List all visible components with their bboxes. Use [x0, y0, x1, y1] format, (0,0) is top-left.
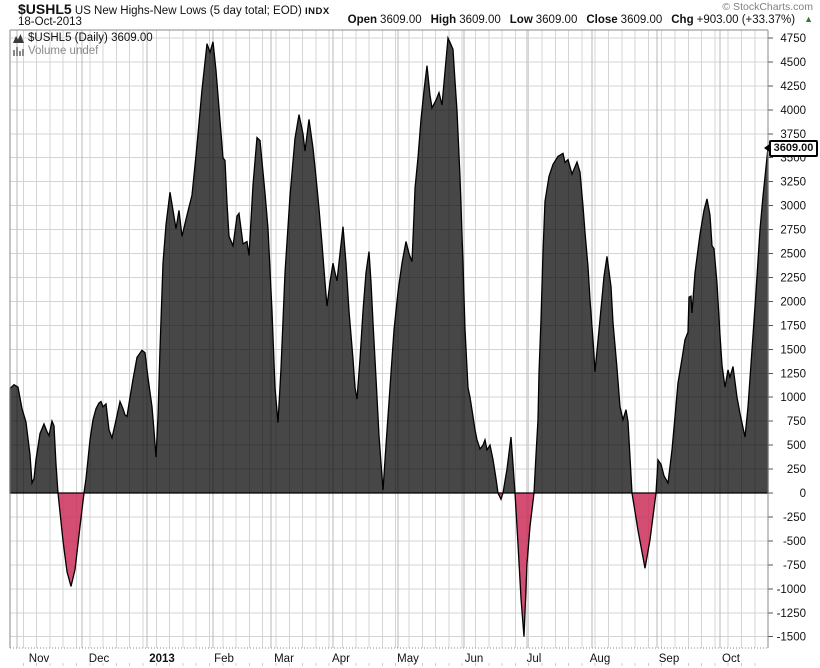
ohlc-high: High 3609.00 — [431, 14, 501, 26]
ohlc-low-label: Low — [509, 14, 533, 26]
y-axis-label: -1000 — [777, 584, 806, 596]
x-axis-label: Sep — [659, 653, 679, 665]
last-price-tag: 3609.00 — [764, 140, 818, 157]
y-axis-label: -1500 — [777, 632, 806, 644]
ohlc-row: Open 3609.00 High 3609.00 Low 3609.00 Close… — [348, 14, 813, 26]
y-axis-label: 3000 — [780, 201, 806, 213]
y-axis-label: 4750 — [780, 33, 806, 45]
x-axis-label: Dec — [89, 653, 110, 665]
x-axis-label: Jun — [465, 653, 484, 665]
chg-up-arrow-icon: ▲ — [804, 14, 813, 24]
ohlc-chg: Chg +903.00 (+33.37%) — [671, 14, 795, 26]
y-axis-label: -750 — [783, 560, 806, 572]
chart-date: 18-Oct-2013 — [18, 16, 82, 28]
y-axis-label: 2250 — [780, 273, 806, 285]
ohlc-open: Open 3609.00 — [348, 14, 422, 26]
y-axis-label: 4500 — [780, 57, 806, 69]
y-axis-label: 250 — [787, 464, 806, 476]
exchange-label: INDX — [304, 6, 330, 17]
y-axis-label: 1500 — [780, 344, 806, 356]
y-axis-label: 2500 — [780, 249, 806, 261]
y-axis-label: -1250 — [777, 608, 806, 620]
area-chart-icon — [13, 34, 24, 43]
y-axis-label: 0 — [800, 488, 806, 500]
ohlc-open-label: Open — [347, 14, 378, 26]
price-tag-arrow-icon — [764, 143, 771, 153]
chart-title: $USHL5 US New Highs-New Lows (5 day tota… — [18, 1, 330, 17]
symbol-description: US New Highs-New Lows (5 day total; EOD) — [74, 5, 302, 17]
y-axis-label: 1250 — [780, 368, 806, 380]
x-axis-label: Aug — [590, 653, 610, 665]
symbol: $USHL5 — [18, 1, 72, 17]
ohlc-low: Low 3609.00 — [510, 14, 578, 26]
x-axis-label: 2013 — [149, 653, 175, 665]
volume-bars-icon — [13, 47, 24, 56]
ohlc-chg-value: +903.00 (+33.37%) — [696, 14, 796, 26]
volume-legend: Volume undef — [13, 45, 98, 57]
last-price-value: 3609.00 — [773, 142, 814, 154]
y-axis-label: -500 — [783, 536, 806, 548]
x-axis-label: Feb — [214, 653, 234, 665]
y-axis-label: -250 — [783, 512, 806, 524]
copyright: © StockCharts.com — [722, 1, 813, 13]
y-axis-label: 4000 — [780, 105, 806, 117]
ohlc-close: Close 3609.00 — [586, 14, 662, 26]
y-axis-label: 1000 — [780, 392, 806, 404]
y-axis-label: 750 — [787, 416, 806, 428]
y-axis-label: 2750 — [780, 225, 806, 237]
y-axis-label: 3750 — [780, 129, 806, 141]
x-axis-label: Mar — [274, 653, 294, 665]
ohlc-close-label: Close — [586, 14, 618, 26]
ohlc-low-value: 3609.00 — [535, 14, 578, 26]
series-legend: $USHL5 (Daily) 3609.00 — [13, 32, 153, 44]
x-axis-label: Apr — [332, 653, 350, 665]
ohlc-close-value: 3609.00 — [620, 14, 663, 26]
x-axis-label: May — [397, 653, 419, 665]
y-axis-label: 1750 — [780, 320, 806, 332]
volume-legend-label: Volume undef — [28, 45, 99, 57]
ohlc-high-label: High — [430, 14, 457, 26]
x-axis-label: Oct — [722, 653, 741, 665]
ohlc-open-value: 3609.00 — [380, 14, 422, 26]
series-legend-label: $USHL5 (Daily) 3609.00 — [28, 32, 153, 44]
y-axis-label: 2000 — [780, 296, 806, 308]
y-axis-label: 4250 — [780, 81, 806, 93]
ohlc-high-value: 3609.00 — [459, 14, 501, 26]
ohlc-chg-label: Chg — [671, 14, 694, 26]
y-axis-label: 3250 — [780, 177, 806, 189]
area-series-positive — [9, 35, 769, 493]
x-axis-label: Jul — [527, 653, 542, 665]
y-axis-label: 500 — [787, 440, 806, 452]
x-axis-label: Nov — [29, 653, 50, 665]
area-series-negative — [9, 493, 769, 637]
